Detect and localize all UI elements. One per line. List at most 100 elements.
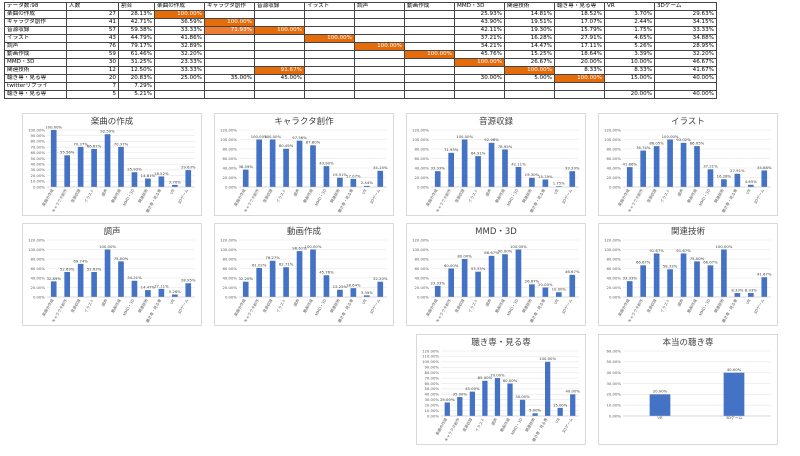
y-tick-label: 90.00% [425, 365, 440, 370]
value-cell: 5.26% [604, 42, 655, 51]
value-cell: 25.93% [454, 10, 505, 19]
category-label: 動画作成 [302, 298, 314, 314]
value-cell [404, 58, 455, 67]
data-label: 10.00% [552, 287, 567, 292]
y-tick-label: 100.00% [422, 359, 439, 364]
header-cell: 人数 [66, 2, 119, 11]
table-row: 関連技術 12 12.50% 33.33% 91.67% 100.00% 8.33% 8.33… [4, 66, 717, 75]
y-tick-label: 60.00% [607, 156, 622, 161]
data-label: 58.33% [663, 264, 678, 269]
category-label: 関連技術 [137, 298, 149, 314]
category-label: 音源収録 [461, 417, 473, 433]
category-label: VR [169, 188, 176, 195]
data-label: 43.90% [319, 161, 334, 166]
value-cell: 5.00% [504, 74, 555, 83]
data-label: 60.00% [503, 378, 518, 383]
y-tick-label: 10.00% [425, 408, 440, 413]
value-cell [604, 82, 655, 91]
value-cell: 16.28% [504, 34, 555, 43]
bar [444, 402, 450, 416]
y-tick-label: 20.00% [223, 285, 238, 290]
bar [555, 186, 562, 187]
value-cell [454, 66, 505, 75]
row-label-cell: 聴き専・見る専 [4, 90, 67, 99]
table-row: 聴き専・見る専 5 5.21% 20.00% 40.00% [4, 90, 717, 99]
data-label: 71.93% [444, 147, 459, 152]
bar [50, 281, 57, 297]
data-label: 87.80% [306, 140, 321, 145]
bar [269, 139, 276, 187]
value-cell [204, 42, 255, 51]
header-cell: 割合 [118, 2, 155, 11]
value-cell: 43.90% [454, 18, 505, 27]
data-label: 5.26% [169, 289, 181, 294]
y-tick-label: 40.00% [415, 165, 430, 170]
category-label: 3Dゲーム [752, 188, 765, 205]
category-label: イラスト [659, 298, 671, 314]
value-cell [304, 42, 355, 51]
category-label: 楽曲の作成 [617, 188, 631, 207]
y-tick-label: 60.00% [415, 156, 430, 161]
row-label-cell: 聴き専・見る専 [4, 74, 67, 83]
value-cell [204, 82, 255, 91]
data-label: 100.00% [305, 244, 322, 249]
category-label: 3Dゲーム [176, 298, 189, 315]
header-cell: 動画作成 [404, 2, 455, 11]
data-label: 19.30% [525, 172, 540, 177]
bar [64, 155, 71, 187]
category-label: 動画作成 [686, 298, 698, 314]
data-label: 97.56% [292, 135, 307, 140]
category-label: VR [745, 298, 752, 305]
bar [296, 251, 303, 297]
data-label: 75.00% [690, 256, 705, 261]
table-row: 聴き専・見る専 20 20.83% 25.00% 35.00% 45.00% 30.00% 5… [4, 74, 717, 83]
value-cell: 17.07% [554, 18, 605, 27]
bar [283, 148, 289, 187]
y-tick-label: 70.00% [425, 375, 440, 380]
y-tick-label: 120.00% [604, 237, 621, 242]
data-label: 91.67% [676, 248, 691, 253]
category-label: MMD・3D [506, 298, 520, 317]
table-header-row: データ数:98 人数 割合 楽曲の作成 キャラクタ創作 音源収録 イラスト 調声 動画作成 MMD… [4, 2, 717, 11]
value-cell: 40.00% [654, 90, 717, 99]
category-label: 3Dゲーム [368, 298, 381, 315]
category-label: 関連技術 [137, 188, 149, 204]
table-row: イラスト 43 44.79% 41.86% 100.00% 37.21% 16.28% 27.… [4, 34, 717, 43]
data-label: 69.74% [73, 258, 88, 263]
header-cell: データ数:98 [4, 2, 67, 11]
category-label: MMD・3D [698, 298, 712, 317]
value-cell [304, 66, 355, 75]
bar [363, 295, 370, 297]
value-cell [254, 58, 305, 67]
y-tick-label: 40.00% [31, 275, 46, 280]
header-cell: 聴き専・見る専 [554, 2, 605, 11]
value-cell [254, 34, 305, 43]
bar [694, 146, 700, 187]
category-label: 関連技術 [524, 417, 536, 433]
bar [761, 170, 768, 187]
data-label: 91.67% [649, 248, 664, 253]
value-cell: 100.00% [154, 10, 205, 19]
ratio-cell: 61.46% [118, 50, 155, 59]
bar [542, 179, 549, 187]
ratio-cell: 42.71% [118, 18, 155, 27]
value-cell: 1.75% [604, 26, 655, 35]
y-tick-label: 20.00% [31, 285, 46, 290]
y-tick-label: 50.00% [607, 359, 622, 364]
category-label: 楽曲の作成 [233, 298, 247, 317]
data-label: 14.47% [141, 285, 156, 290]
value-cell [354, 82, 405, 91]
y-tick-label: 80.00% [607, 146, 622, 151]
bar [569, 171, 576, 187]
category-label: イラスト [467, 188, 479, 204]
value-cell [354, 34, 405, 43]
value-cell [254, 10, 305, 19]
bar [570, 394, 576, 416]
category-label: イラスト [83, 298, 95, 314]
y-tick-label: 40.00% [223, 275, 238, 280]
data-label: 60.00% [444, 263, 459, 268]
bar [131, 172, 138, 187]
y-tick-label: 120.00% [412, 127, 429, 132]
bar [269, 260, 276, 297]
chart-panel-4: イラスト 0.00% 20.00% 40.00% 60.00% 80.00% 100.00%… [598, 113, 778, 216]
